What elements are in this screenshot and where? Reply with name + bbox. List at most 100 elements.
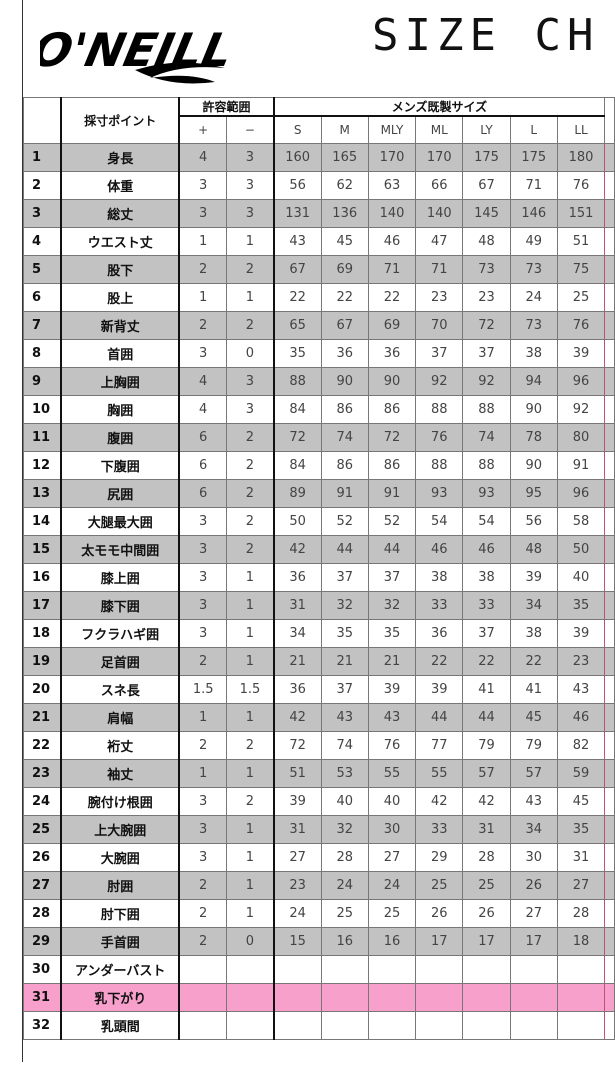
size-value-l: 73 <box>509 255 558 284</box>
size-value-s: 39 <box>272 787 322 816</box>
cut-off-cell <box>604 451 615 480</box>
size-header-s: S <box>272 115 322 144</box>
size-value-ly <box>462 983 511 1012</box>
tolerance-plus: 4 <box>178 395 228 424</box>
tolerance-header: 許容範囲 <box>178 97 275 117</box>
measure-point-name: 股上 <box>60 283 181 312</box>
size-value-ly: 28 <box>462 843 511 872</box>
size-value-l: 38 <box>509 339 558 368</box>
size-value-ml: 88 <box>415 395 464 424</box>
size-value-ll: 46 <box>556 703 606 732</box>
size-value-l: 41 <box>509 675 558 704</box>
row-number: 13 <box>23 479 62 508</box>
size-value-ml: 22 <box>415 647 464 676</box>
tolerance-minus: 0 <box>226 927 275 956</box>
size-value-mly: 170 <box>367 143 417 172</box>
size-value-ly: 37 <box>462 339 511 368</box>
size-value-ll: 35 <box>556 591 606 620</box>
size-value-m: 136 <box>320 199 369 228</box>
size-value-s: 131 <box>272 199 322 228</box>
size-value-ml: 23 <box>415 283 464 312</box>
size-value-ly: 54 <box>462 507 511 536</box>
measure-point-name: 股下 <box>60 255 181 284</box>
size-value-m: 32 <box>320 815 369 844</box>
row-number: 21 <box>23 703 62 732</box>
size-value-ly: 44 <box>462 703 511 732</box>
size-value-l: 95 <box>509 479 558 508</box>
size-value-s: 89 <box>272 479 322 508</box>
measure-point-name: スネ長 <box>60 675 181 704</box>
size-value-m: 32 <box>320 591 369 620</box>
size-value-l: 34 <box>509 591 558 620</box>
size-value-mly: 52 <box>367 507 417 536</box>
size-value-s: 31 <box>272 815 322 844</box>
size-value-ly: 145 <box>462 199 511 228</box>
size-value-mly: 36 <box>367 339 417 368</box>
size-value-mly: 35 <box>367 619 417 648</box>
tolerance-minus: 1 <box>226 815 275 844</box>
size-value-ll: 75 <box>556 255 606 284</box>
size-value-ll: 35 <box>556 815 606 844</box>
tolerance-minus: 0 <box>226 339 275 368</box>
size-value-l: 17 <box>509 927 558 956</box>
size-value-m: 86 <box>320 451 369 480</box>
cut-off-cell <box>604 199 615 228</box>
size-value-s: 160 <box>272 143 322 172</box>
size-value-ll: 51 <box>556 227 606 256</box>
tolerance-minus: 1 <box>226 227 275 256</box>
tolerance-minus <box>226 983 275 1012</box>
size-value-l: 48 <box>509 535 558 564</box>
table-row: 13 尻囲 6 2 89 91 91 93 93 95 96 <box>23 479 615 508</box>
size-value-s: 84 <box>272 451 322 480</box>
cut-off-cell <box>604 395 615 424</box>
size-value-ly: 38 <box>462 563 511 592</box>
tolerance-plus: 2 <box>178 255 228 284</box>
tolerance-minus: 2 <box>226 423 275 452</box>
tolerance-plus: 2 <box>178 871 228 900</box>
measure-point-name: 総丈 <box>60 199 181 228</box>
size-value-l: 38 <box>509 619 558 648</box>
tolerance-plus: 3 <box>178 339 228 368</box>
tolerance-plus: 3 <box>178 591 228 620</box>
tolerance-plus: 1 <box>178 283 228 312</box>
row-number: 19 <box>23 647 62 676</box>
row-number: 12 <box>23 451 62 480</box>
size-value-ll: 25 <box>556 283 606 312</box>
size-value-mly: 46 <box>367 227 417 256</box>
size-value-m: 69 <box>320 255 369 284</box>
size-value-m: 44 <box>320 535 369 564</box>
size-value-mly: 40 <box>367 787 417 816</box>
cut-off-cell <box>604 899 615 928</box>
size-header-ml: ML <box>415 115 464 144</box>
size-value-m: 43 <box>320 703 369 732</box>
size-value-ll: 50 <box>556 535 606 564</box>
row-number: 10 <box>23 395 62 424</box>
size-value-mly: 39 <box>367 675 417 704</box>
row-number: 16 <box>23 563 62 592</box>
size-value-s <box>272 1011 322 1040</box>
tolerance-plus: 6 <box>178 451 228 480</box>
row-number: 5 <box>23 255 62 284</box>
tolerance-plus: 2 <box>178 927 228 956</box>
cut-off-cell <box>604 731 615 760</box>
size-value-m: 35 <box>320 619 369 648</box>
tolerance-plus: 2 <box>178 731 228 760</box>
size-value-ml: 25 <box>415 871 464 900</box>
size-value-mly: 71 <box>367 255 417 284</box>
mens-size-header: メンズ既製サイズ <box>272 97 606 117</box>
size-value-mly: 69 <box>367 311 417 340</box>
measure-point-name: 上大腕囲 <box>60 815 181 844</box>
cut-off-cell <box>604 1011 615 1040</box>
size-value-ll: 151 <box>556 199 606 228</box>
table-row: 2 体重 3 3 56 62 63 66 67 71 76 <box>23 171 615 200</box>
size-value-s: 65 <box>272 311 322 340</box>
size-value-ly: 46 <box>462 535 511 564</box>
size-value-ly <box>462 955 511 984</box>
size-value-ml: 54 <box>415 507 464 536</box>
table-row: 28 肘下囲 2 1 24 25 25 26 26 27 28 <box>23 899 615 928</box>
size-value-ll: 27 <box>556 871 606 900</box>
tolerance-minus: 2 <box>226 451 275 480</box>
size-value-ly: 25 <box>462 871 511 900</box>
size-value-ml: 38 <box>415 563 464 592</box>
cut-off-cell <box>604 311 615 340</box>
